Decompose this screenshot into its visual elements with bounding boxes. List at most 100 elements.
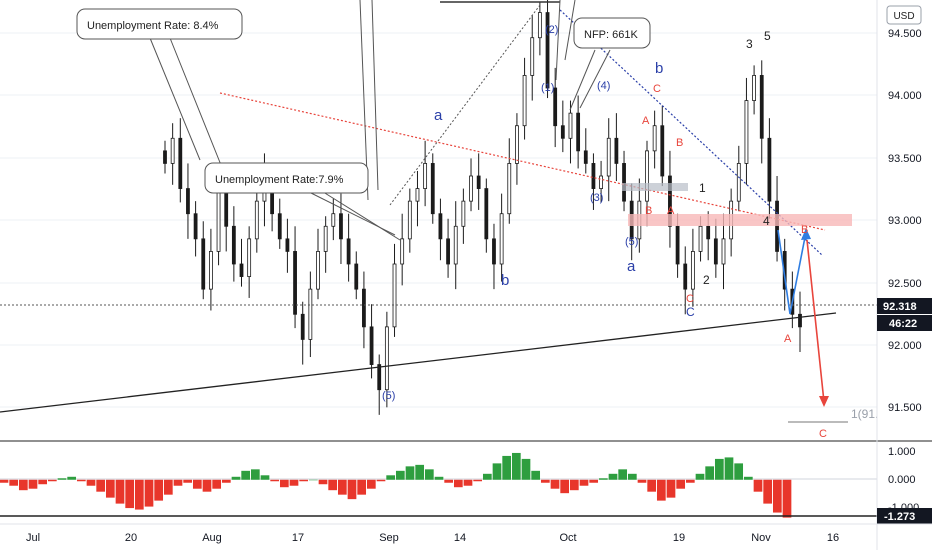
currency-label: USD xyxy=(893,11,914,22)
oscillator-bar xyxy=(492,463,502,480)
oscillator-bar xyxy=(395,470,405,480)
candle-body xyxy=(201,238,206,290)
price-tick-0: 94.500 xyxy=(888,28,922,40)
candle-body xyxy=(316,251,320,290)
oscillator-bar xyxy=(511,452,521,480)
oscillator-bar xyxy=(782,479,792,518)
candle-body xyxy=(752,75,756,101)
oscillator-bar xyxy=(289,479,299,486)
time-tick-aug: Aug xyxy=(202,532,222,544)
candle-body xyxy=(744,100,749,164)
trendlines xyxy=(0,1,877,423)
candle-body xyxy=(545,12,550,89)
red-label-C1: C xyxy=(653,83,661,95)
wave-label-a: a xyxy=(434,107,443,124)
candle-body xyxy=(407,200,412,240)
oscillator-bar xyxy=(192,479,202,489)
oscillator-bar xyxy=(183,479,193,483)
count-label-1: 1 xyxy=(699,181,706,195)
oscillator-bar xyxy=(434,476,444,480)
candle-body xyxy=(377,364,382,391)
oscillator-bar xyxy=(0,479,9,483)
candle-body xyxy=(392,263,397,328)
time-tick-jul: Jul xyxy=(26,532,40,544)
oscillator-bar xyxy=(38,479,48,485)
candle-body xyxy=(583,150,588,164)
oscillator-bar xyxy=(724,457,734,480)
oscillator-bar xyxy=(647,479,657,492)
count-label-4: 4 xyxy=(763,214,770,228)
candle-body xyxy=(285,238,290,252)
candle-body xyxy=(293,251,297,315)
oscillator-bar xyxy=(482,473,492,480)
oscillator-bar xyxy=(453,479,463,488)
oscillator-bar xyxy=(550,479,560,489)
oscillator-bar xyxy=(212,479,222,489)
oscillator-bar xyxy=(763,479,773,504)
candle-body xyxy=(484,188,489,240)
time-tick-16: 16 xyxy=(827,532,839,544)
candle-body xyxy=(537,12,542,39)
oscillator-bar xyxy=(28,479,38,489)
callout-unemployment-84-text: Unemployment Rate: 8.4% xyxy=(87,20,219,32)
oscillator-bar xyxy=(67,476,77,480)
candle-body xyxy=(209,251,213,290)
countdown-value: 46:22 xyxy=(889,318,917,330)
candle-body xyxy=(499,213,504,265)
oscillator-bar xyxy=(250,469,260,480)
callout-nfp-text: NFP: 661K xyxy=(584,29,638,41)
oscillator-bar xyxy=(531,470,541,480)
oscillator-bar xyxy=(424,469,434,480)
candle-body xyxy=(247,238,252,277)
candle-body xyxy=(446,238,450,265)
candle-body xyxy=(476,175,481,189)
oscillator-bar xyxy=(366,479,376,489)
wave-label-5-sep: (5) xyxy=(382,390,395,402)
count-label-2: 2 xyxy=(703,273,710,287)
callout-leaders xyxy=(149,0,611,241)
oscillator-bar xyxy=(579,479,589,486)
candle-body xyxy=(591,163,596,189)
price-tick-5: 92.000 xyxy=(888,340,922,352)
wave-label-2: (2) xyxy=(545,24,558,36)
candle-body xyxy=(300,313,305,340)
callout-nfp: NFP: 661K xyxy=(573,17,651,49)
price-tick-2: 93.500 xyxy=(888,153,922,165)
oscillator-bar xyxy=(405,466,415,480)
wave-label-a-oct: a xyxy=(627,258,636,275)
oscillator-bar xyxy=(627,473,637,480)
resistance-trendline-red xyxy=(219,92,826,231)
osc-tick-0: 1.000 xyxy=(888,446,916,458)
candle-body xyxy=(759,75,764,139)
oscillator-bar xyxy=(714,458,724,480)
candle-body xyxy=(346,238,351,265)
oscillator-bar xyxy=(753,479,763,492)
oscillator-bar xyxy=(163,479,173,495)
oscillator-bar xyxy=(202,479,212,492)
oscillator-bar xyxy=(241,470,251,480)
candle-body xyxy=(698,225,703,252)
oscillator-bar xyxy=(637,479,647,483)
oscillator-bar xyxy=(463,479,473,486)
oscillator-bar xyxy=(125,479,135,509)
candle-body xyxy=(492,238,496,265)
candle-body xyxy=(713,238,718,265)
oscillator-bar xyxy=(57,478,67,480)
red-label-C3: C xyxy=(819,428,827,440)
candle-body xyxy=(522,75,527,127)
candle-body xyxy=(277,213,282,240)
candle-body xyxy=(339,213,343,240)
candle-body xyxy=(675,225,680,265)
oscillator-bar xyxy=(685,479,695,483)
candle-body xyxy=(384,326,389,391)
oscillator-bar xyxy=(96,479,106,492)
oscillator-bar xyxy=(260,475,270,480)
oscillator-bar xyxy=(347,479,357,500)
candle-body xyxy=(438,213,443,240)
candle-body xyxy=(560,125,565,139)
oscillator-bar xyxy=(608,473,618,480)
red-arrowhead xyxy=(819,396,829,407)
red-label-B2: B xyxy=(645,205,652,217)
